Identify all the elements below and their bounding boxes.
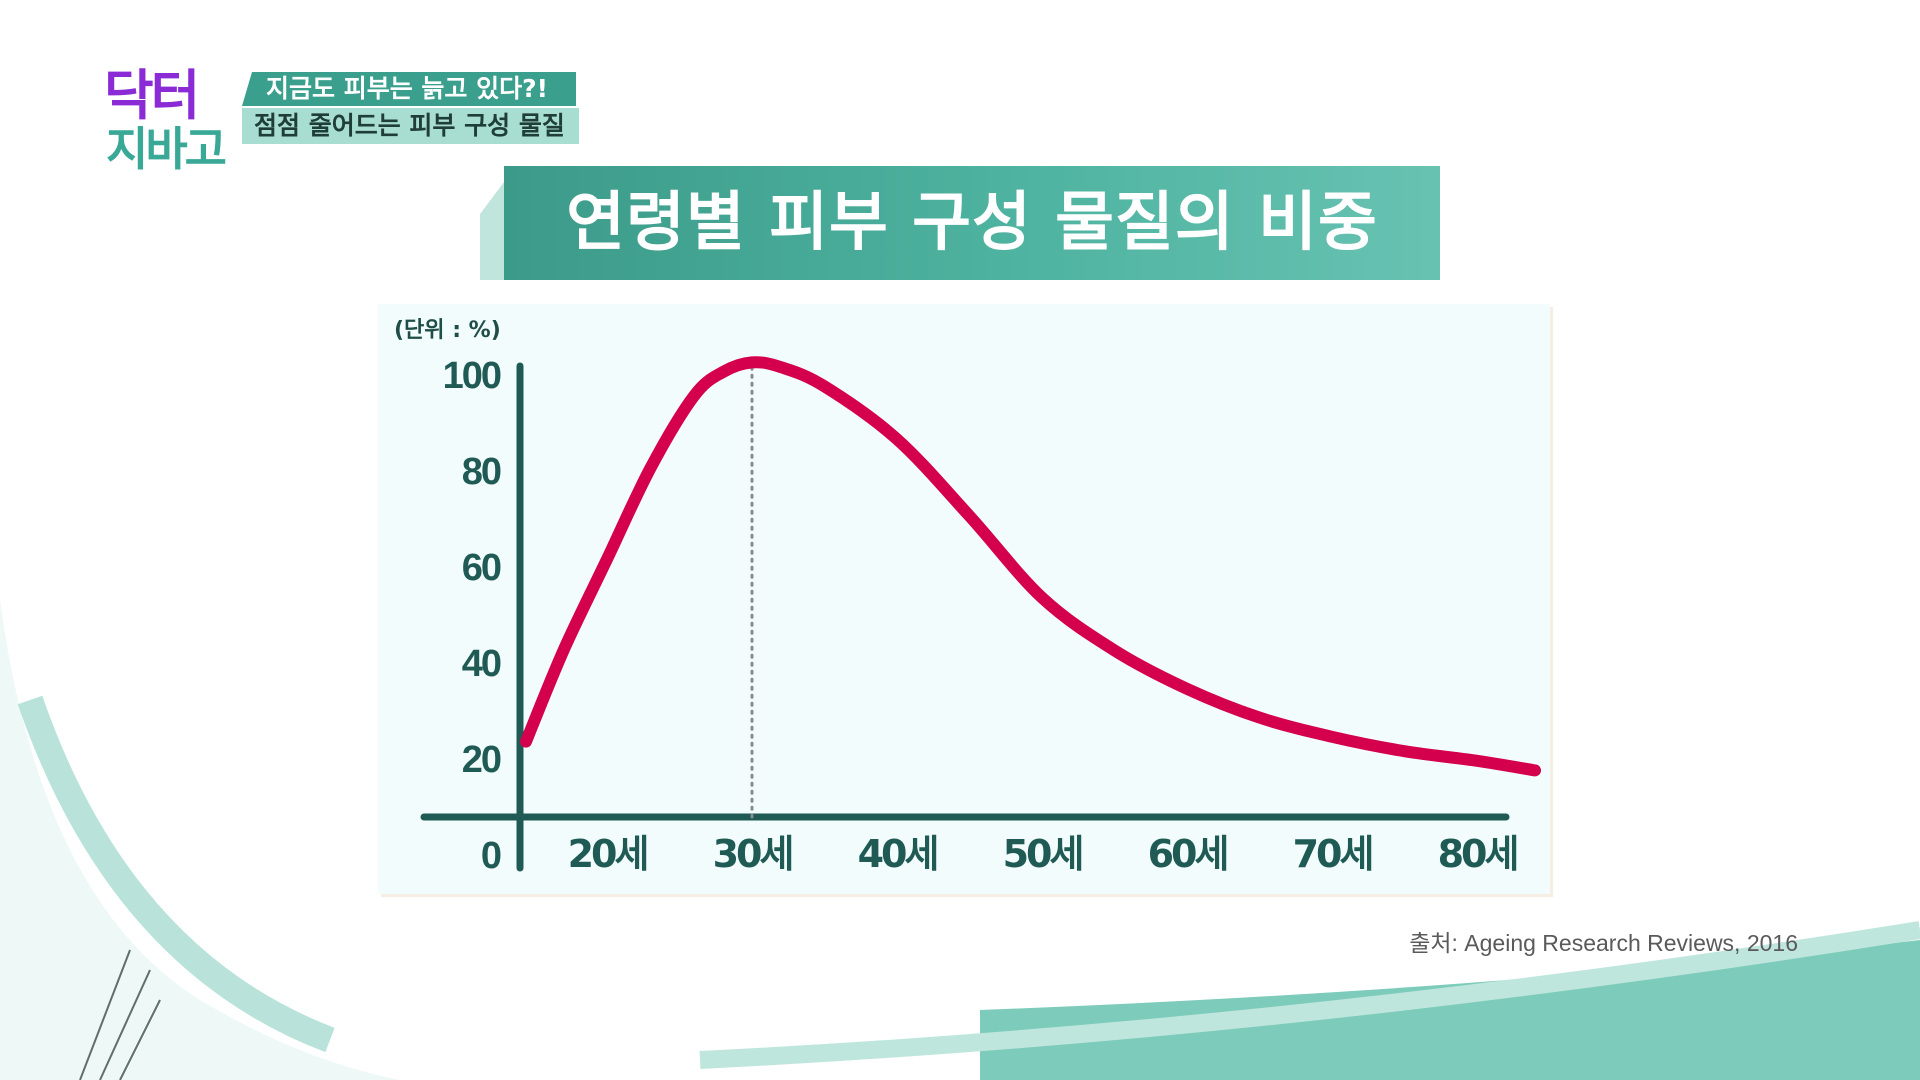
y-tick-label: 20 — [462, 739, 501, 781]
logo-line2: 지바고 — [106, 122, 227, 176]
x-tick-label: 20세 — [568, 832, 647, 876]
x-tick-label: 60세 — [1148, 832, 1227, 876]
logo-line1: 닥터 — [104, 64, 200, 127]
line-chart: 100 80 60 40 20 0 20세 30세 40세 50세 60세 70세 80세 — [420, 355, 1541, 877]
caption-bottom: 점점 줄어드는 피부 구성 물질 — [242, 108, 579, 144]
series-line — [520, 356, 1541, 777]
caption-top: 지금도 피부는 늙고 있다?! — [242, 72, 577, 106]
y-tick-label: 60 — [462, 547, 501, 589]
chart-panel: (단위 : %) 100 80 60 40 20 0 20세 30세 40세 50세 60세 70세 8… — [378, 304, 1550, 894]
show-logo: 닥터 지바고 — [104, 64, 228, 176]
x-tick-label: 80세 — [1438, 832, 1517, 876]
chart-title: 연령별 피부 구성 물질의 비중 — [504, 166, 1440, 280]
x-tick-label: 50세 — [1003, 832, 1082, 876]
y-tick-label: 40 — [462, 643, 501, 685]
y-tick-label: 80 — [462, 451, 501, 493]
x-tick-label: 40세 — [858, 832, 937, 876]
x-tick-label: 30세 — [713, 832, 792, 876]
unit-label: (단위 : %) — [394, 318, 501, 343]
y-tick-label: 0 — [481, 835, 501, 877]
y-tick-label: 100 — [443, 355, 501, 397]
x-tick-label: 70세 — [1293, 832, 1372, 876]
source-citation: 출처: Ageing Research Reviews, 2016 — [1409, 930, 1798, 956]
